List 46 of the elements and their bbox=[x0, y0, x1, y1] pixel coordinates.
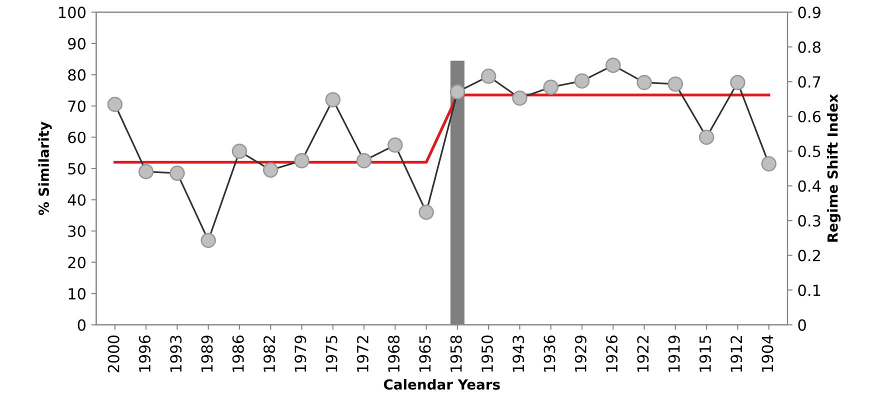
y2-tick-label: 0.2 bbox=[798, 250, 820, 262]
x-tick-label: 1929 bbox=[574, 336, 586, 372]
y-tick-label: 100 bbox=[59, 6, 86, 18]
x-tick-label: 1965 bbox=[419, 336, 431, 372]
y2-tick-label: 0.8 bbox=[798, 41, 820, 53]
x-tick-label: 1972 bbox=[356, 336, 368, 372]
y2-tick-label: 0.3 bbox=[798, 215, 820, 227]
y2-tick-label: 0 bbox=[798, 319, 806, 331]
x-tick-label: 1975 bbox=[326, 336, 338, 372]
x-tick-label: 1904 bbox=[762, 335, 774, 372]
y-tick-label: 50 bbox=[68, 162, 86, 175]
y2-tick-label: 0.4 bbox=[798, 180, 821, 192]
x-tick-label: 2000 bbox=[108, 336, 120, 372]
y-tick-label: 20 bbox=[68, 256, 86, 268]
x-tick-label: 1979 bbox=[294, 336, 306, 372]
y2-tick-label: 0.5 bbox=[798, 146, 820, 158]
y-axis-title: % Similarity bbox=[38, 122, 52, 216]
x-tick-label: 1996 bbox=[138, 335, 151, 372]
x-tick-label: 1958 bbox=[450, 336, 462, 372]
x-tick-label: 1950 bbox=[481, 336, 494, 372]
y2-tick-label: 0.9 bbox=[798, 6, 820, 18]
x-tick-label: 1993 bbox=[170, 336, 182, 372]
x-tick-label: 1922 bbox=[637, 336, 649, 372]
x-tick-label: 1919 bbox=[668, 336, 680, 372]
y2-tick-label: 0.7 bbox=[798, 76, 820, 88]
y-tick-label: 60 bbox=[68, 132, 86, 144]
y-tick-label: 0 bbox=[78, 319, 86, 331]
x-tick-label: 1989 bbox=[201, 336, 213, 372]
y2-tick-label: 0.1 bbox=[798, 284, 820, 296]
x-tick-label: 1936 bbox=[544, 335, 556, 372]
y-tick-label: 80 bbox=[68, 69, 86, 81]
y2-axis-title: Regime Shift Index bbox=[827, 94, 841, 242]
x-tick-label: 1986 bbox=[232, 335, 244, 372]
y-tick-label: 70 bbox=[68, 100, 86, 112]
x-tick-label: 1926 bbox=[606, 335, 618, 372]
x-tick-label: 1982 bbox=[263, 336, 276, 372]
y-tick-label: 40 bbox=[68, 194, 86, 206]
x-axis-title: Calendar Years bbox=[384, 378, 500, 390]
x-tick-label: 1943 bbox=[512, 336, 524, 372]
y2-tick-label: 0.6 bbox=[798, 110, 821, 122]
y-tick-label: 30 bbox=[68, 225, 86, 238]
x-tick-label: 1915 bbox=[699, 336, 711, 372]
y-tick-label: 10 bbox=[68, 288, 86, 300]
x-tick-label: 1968 bbox=[388, 336, 400, 372]
x-tick-label: 1912 bbox=[730, 336, 742, 372]
y-tick-label: 90 bbox=[68, 38, 86, 50]
